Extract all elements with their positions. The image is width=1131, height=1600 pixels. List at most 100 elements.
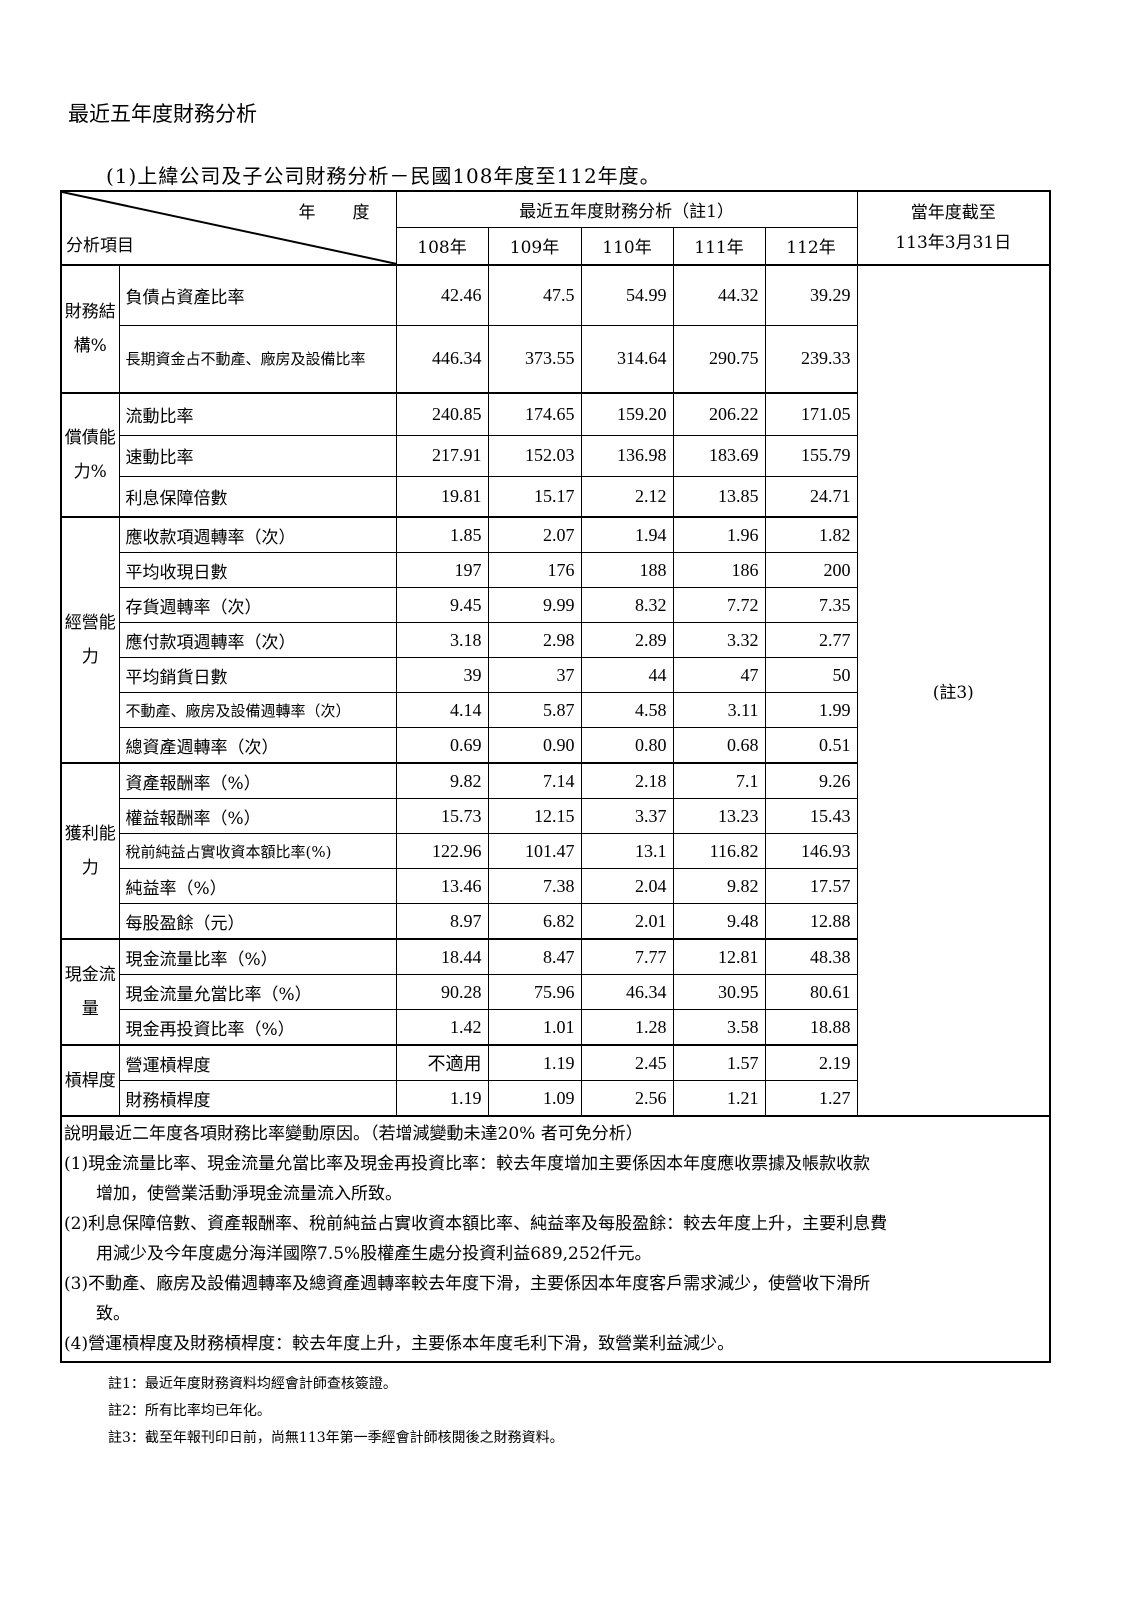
value-cell: 136.98	[580, 434, 674, 476]
year-header: 112年	[764, 226, 858, 266]
value-cell: 239.33	[764, 324, 858, 394]
value-cell: 2.77	[764, 622, 858, 658]
value-cell: 54.99	[580, 264, 674, 326]
value-cell: 7.1	[672, 762, 766, 799]
table-row: 經營能力 應收款項週轉率（次） 1.85 2.07 1.94 1.96 1.82	[60, 516, 1050, 764]
explanation-cell: 說明最近二年度各項財務比率變動原因。（若增減變動未達20% 者可免分析） (1)現…	[60, 1115, 1051, 1363]
value-cell: 9.82	[395, 762, 489, 799]
value-cell: 18.44	[395, 938, 489, 975]
value-cell: 不適用	[395, 1044, 489, 1081]
value-cell: 48.38	[764, 938, 858, 975]
year-header: 111年	[672, 226, 766, 266]
value-cell: 373.55	[487, 324, 582, 394]
value-cell: 9.48	[672, 903, 766, 940]
item-label: 分析項目	[66, 236, 134, 256]
category-cell: 槓桿度	[60, 1044, 120, 1117]
table-wrapper: 年 度 分析項目 最近五年度財務分析（註1） 當年度截至 113年3月31日 1…	[60, 190, 1052, 1452]
diagonal-line	[62, 192, 397, 264]
value-cell: 188	[580, 552, 674, 588]
explanation-item-continued: 用減少及今年度處分海洋國際7.5%股權產生處分投資利益689,252仟元。	[96, 1244, 652, 1264]
value-cell: 7.35	[764, 587, 858, 623]
table-row: 純益率（%） 13.46 7.38 2.04 9.82 17.57	[61, 868, 1050, 904]
value-cell: 4.58	[580, 692, 674, 728]
table-subtitle: (1)上緯公司及子公司財務分析－民國108年度至112年度。	[106, 164, 661, 188]
current-label-2: 113年3月31日	[895, 233, 1012, 253]
table-row: 總資產週轉率（次） 0.69 0.90 0.80 0.68 0.51	[61, 727, 1050, 764]
value-cell: 47	[672, 657, 766, 693]
item-cell: 現金流量允當比率（%）	[118, 974, 397, 1010]
value-cell: 0.68	[672, 727, 766, 764]
explanation-item-continued: 致。	[96, 1304, 130, 1324]
value-cell: 13.46	[395, 868, 489, 904]
value-cell: 2.01	[580, 903, 674, 940]
item-cell: 平均銷貨日數	[118, 657, 397, 693]
value-cell: 1.42	[395, 1009, 489, 1046]
value-cell: 1.01	[487, 1009, 582, 1046]
item-cell: 長期資金占不動產、廠房及設備比率	[118, 324, 397, 394]
value-cell: 15.73	[395, 798, 489, 834]
value-cell: 13.23	[672, 798, 766, 834]
value-cell: 3.58	[672, 1009, 766, 1046]
explanation-item: (2)利息保障倍數、資產報酬率、稅前純益占實收資本額比率、純益率及每股盈餘：較去…	[64, 1214, 888, 1234]
value-cell: 186	[672, 552, 766, 588]
value-cell: 3.11	[672, 692, 766, 728]
value-cell: 7.77	[580, 938, 674, 975]
value-cell: 44.32	[672, 264, 766, 326]
category-cell: 償債能力%	[60, 392, 120, 518]
value-cell: 1.57	[672, 1044, 766, 1081]
item-cell: 應付款項週轉率（次）	[118, 622, 397, 658]
item-cell: 負債占資產比率	[118, 264, 397, 326]
item-cell: 現金流量比率（%）	[118, 938, 397, 975]
value-cell: 1.96	[672, 516, 766, 553]
value-cell: 2.98	[487, 622, 582, 658]
value-cell: 159.20	[580, 392, 674, 435]
table-row: 不動產、廠房及設備週轉率（次） 4.14 5.87 4.58 3.11 1.99	[61, 692, 1050, 728]
value-cell: 44	[580, 657, 674, 693]
value-cell: 171.05	[764, 392, 858, 435]
value-cell: 15.43	[764, 798, 858, 834]
value-cell: 50	[764, 657, 858, 693]
table-row: 平均收現日數 197 176 188 186 200	[61, 552, 1050, 588]
item-cell: 稅前純益占實收資本額比率(%)	[118, 833, 397, 869]
table-row: 長期資金占不動產、廠房及設備比率 446.34 373.55 314.64 290.75…	[61, 324, 1050, 394]
value-cell: 2.19	[764, 1044, 858, 1081]
value-cell: 183.69	[672, 434, 766, 476]
value-cell: 1.09	[487, 1080, 582, 1117]
value-cell: 200	[764, 552, 858, 588]
value-cell: 1.28	[580, 1009, 674, 1046]
value-cell: 42.46	[395, 264, 489, 326]
value-cell: 9.82	[672, 868, 766, 904]
item-cell: 總資產週轉率（次）	[118, 727, 397, 764]
item-cell: 流動比率	[118, 392, 397, 435]
value-cell: 0.51	[764, 727, 858, 764]
explanation-row: 說明最近二年度各項財務比率變動原因。（若增減變動未達20% 者可免分析） (1)現…	[60, 1115, 1051, 1363]
category-cell: 經營能力	[60, 516, 120, 764]
table-row: 償債能力% 流動比率 240.85 174.65 159.20 206.22 171.05	[60, 392, 1050, 518]
current-period-header: 當年度截至 113年3月31日	[856, 190, 1051, 266]
value-cell: 1.94	[580, 516, 674, 553]
value-cell: 290.75	[672, 324, 766, 394]
explanation-heading: 說明最近二年度各項財務比率變動原因。（若增減變動未達20% 者可免分析）	[64, 1124, 643, 1144]
item-cell: 權益報酬率（%）	[118, 798, 397, 834]
value-cell: 197	[395, 552, 489, 588]
value-cell: 12.81	[672, 938, 766, 975]
item-cell: 存貨週轉率（次）	[118, 587, 397, 623]
current-label-1: 當年度截至	[910, 203, 996, 223]
footnote: 註1：最近年度財務資料均經會計師查核簽證。	[108, 1376, 397, 1392]
value-cell: 1.85	[395, 516, 489, 553]
value-cell: 116.82	[672, 833, 766, 869]
item-cell: 資產報酬率（%）	[118, 762, 397, 799]
table-row: 速動比率 217.91 152.03 136.98 183.69 155.79	[61, 434, 1050, 476]
value-cell: 12.88	[764, 903, 858, 940]
value-cell: 1.82	[764, 516, 858, 553]
category-cell: 獲利能力	[60, 762, 120, 940]
category-cell: 現金流量	[60, 938, 120, 1046]
value-cell: 1.99	[764, 692, 858, 728]
value-cell: 4.14	[395, 692, 489, 728]
value-cell: 240.85	[395, 392, 489, 435]
value-cell: 1.21	[672, 1080, 766, 1117]
value-cell: 1.19	[395, 1080, 489, 1117]
footnotes: 註1：最近年度財務資料均經會計師查核簽證。 註2：所有比率均已年化。 註3：截至年報…	[60, 1371, 1049, 1452]
table-row: 現金再投資比率（%） 1.42 1.01 1.28 3.58 18.88	[61, 1009, 1050, 1046]
value-cell: 9.26	[764, 762, 858, 799]
